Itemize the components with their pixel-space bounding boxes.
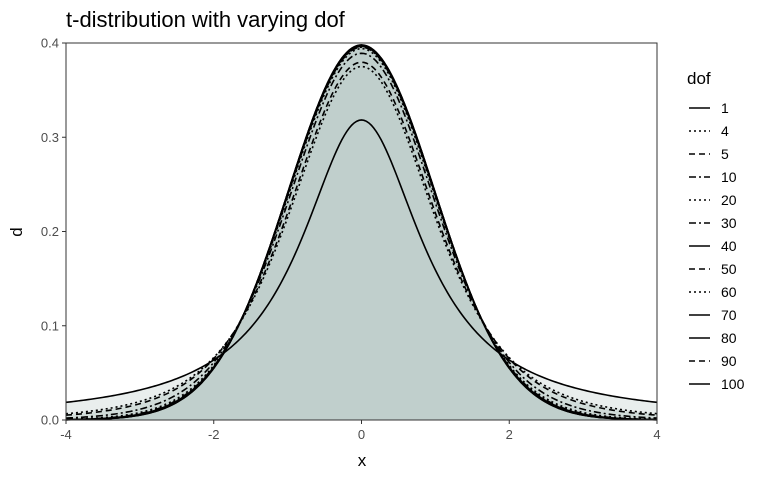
- line-dof-10: [65, 52, 658, 419]
- y-tick-label: 0.3: [41, 130, 59, 145]
- line-dof-4: [65, 65, 658, 415]
- y-tick-label: 0.2: [41, 224, 59, 239]
- legend-label-1: 1: [721, 100, 729, 116]
- legend-item-1: 1: [689, 100, 729, 116]
- plot-area: [65, 43, 658, 421]
- x-tick-label: -2: [208, 427, 220, 442]
- area-dof-90: [66, 45, 657, 420]
- area-dof-10: [66, 53, 657, 421]
- x-tick-label: -4: [60, 427, 72, 442]
- area-dof-20: [66, 48, 657, 421]
- legend-label-10: 10: [721, 169, 737, 185]
- y-tick-label: 0.0: [41, 413, 59, 428]
- area-dof-4: [66, 66, 657, 420]
- legend-label-50: 50: [721, 261, 737, 277]
- line-dof-100: [65, 44, 658, 421]
- area-dof-60: [66, 45, 657, 421]
- legend-item-80: 80: [689, 330, 737, 346]
- area-dof-5: [66, 62, 657, 420]
- legend-item-70: 70: [689, 307, 737, 323]
- y-tick-label: 0.1: [41, 318, 59, 333]
- legend-label-70: 70: [721, 307, 737, 323]
- legend-label-4: 4: [721, 123, 729, 139]
- legend-label-90: 90: [721, 353, 737, 369]
- legend-label-30: 30: [721, 215, 737, 231]
- legend-item-4: 4: [689, 123, 729, 139]
- y-tick-label: 0.4: [41, 36, 59, 51]
- legend-item-5: 5: [689, 146, 729, 162]
- legend-item-20: 20: [689, 192, 737, 208]
- legend-label-60: 60: [721, 284, 737, 300]
- x-axis-title: x: [358, 451, 367, 470]
- area-dof-1: [66, 119, 657, 421]
- line-dof-5: [65, 61, 658, 416]
- legend-item-90: 90: [689, 353, 737, 369]
- legend-item-100: 100: [689, 376, 745, 392]
- area-dof-40: [66, 46, 657, 421]
- legend-label-100: 100: [721, 376, 745, 392]
- legend-label-40: 40: [721, 238, 737, 254]
- legend: dof 1 4 5 10 20 30 40 50 60 70 80 90 100: [687, 69, 745, 392]
- x-tick-label: 0: [358, 427, 365, 442]
- x-tick-label: 4: [653, 427, 660, 442]
- legend-label-5: 5: [721, 146, 729, 162]
- chart-title: t-distribution with varying dof: [66, 7, 346, 32]
- y-axis-title: d: [7, 227, 26, 236]
- area-dof-80: [66, 45, 657, 421]
- area-dof-100: [66, 44, 657, 420]
- legend-label-20: 20: [721, 192, 737, 208]
- area-dof-50: [66, 45, 657, 421]
- line-dof-20: [65, 47, 658, 421]
- legend-item-10: 10: [689, 169, 737, 185]
- area-dof-70: [66, 45, 657, 421]
- legend-item-40: 40: [689, 238, 737, 254]
- legend-item-50: 50: [689, 261, 737, 277]
- legend-label-80: 80: [721, 330, 737, 346]
- axes: -4 -2 0 2 4 0.0 0.1 0.2 0.3 0.4: [41, 36, 661, 443]
- legend-title: dof: [687, 69, 711, 88]
- legend-item-30: 30: [689, 215, 737, 231]
- area-dof-30: [66, 47, 657, 421]
- legend-item-60: 60: [689, 284, 737, 300]
- panel-background: [66, 43, 657, 420]
- line-dof-1: [65, 119, 658, 404]
- x-tick-label: 2: [506, 427, 513, 442]
